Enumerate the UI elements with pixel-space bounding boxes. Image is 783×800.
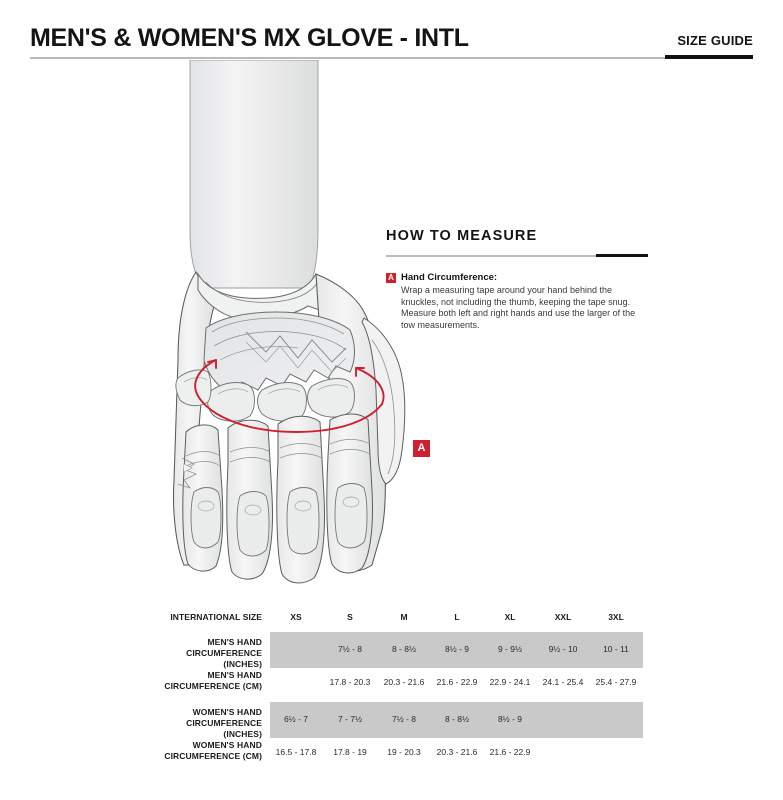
size-header-3xl: 3XL [608, 612, 624, 622]
cell-value: 25.4 - 27.9 [595, 677, 637, 687]
cell-value: 24.1 - 25.4 [542, 677, 584, 687]
cell-value: 17.8 - 20.3 [329, 677, 371, 687]
how-to-measure-body: A Hand Circumference: Wrap a measuring t… [386, 272, 648, 331]
row-label-line1: MEN'S HAND [207, 670, 262, 680]
cell-value: 21.6 - 22.9 [489, 747, 531, 757]
cell-value: 7 - 7½ [337, 714, 363, 724]
size-guide-kicker: SIZE GUIDE [677, 33, 753, 48]
row-label-line1: MEN'S HAND [207, 637, 262, 647]
row-label-line1: WOMEN'S HAND [192, 740, 262, 750]
cell-value: 8½ - 9 [444, 644, 470, 654]
row-label-line1: WOMEN'S HAND [192, 707, 262, 717]
row-label: MEN'S HAND CIRCUMFERENCE (INCHES) [160, 637, 262, 670]
cell-value: 8 - 8½ [444, 714, 470, 724]
table-row: WOMEN'S HAND CIRCUMFERENCE (CM) 16.5 - 1… [160, 610, 645, 761]
page-title: MEN'S & WOMEN'S MX GLOVE - INTL [30, 24, 469, 52]
table-header-row: INTERNATIONAL SIZE XS S M L XL XXL 3XL [160, 606, 645, 622]
size-table: INTERNATIONAL SIZE XS S M L XL XXL 3XL M… [160, 606, 645, 761]
row-label-line2: CIRCUMFERENCE (CM) [164, 751, 262, 761]
size-header-m: M [400, 612, 408, 622]
cell-value: 7½ - 8 [337, 644, 363, 654]
how-to-measure-divider [386, 254, 648, 258]
cell-value: 8 - 8½ [391, 644, 417, 654]
table-row: WOMEN'S HAND CIRCUMFERENCE (INCHES) 6½ -… [160, 609, 645, 739]
how-to-measure-section: HOW TO MEASURE A Hand Circumference: Wra… [386, 228, 648, 331]
row-label: MEN'S HAND CIRCUMFERENCE (CM) [160, 670, 262, 692]
hand-circumference-instructions: Wrap a measuring tape around your hand b… [401, 285, 636, 330]
row-label-line2: CIRCUMFERENCE (INCHES) [186, 718, 262, 739]
measurement-marker-a: A [413, 440, 430, 457]
table-row: MEN'S HAND CIRCUMFERENCE (INCHES) 7½ - 8… [160, 607, 645, 669]
hand-circumference-badge-icon: A [386, 273, 396, 283]
cell-value: 10 - 11 [603, 644, 629, 654]
row-shading [270, 702, 643, 738]
size-header-s: S [347, 612, 353, 622]
size-header-xs: XS [290, 612, 302, 622]
size-header-xl: XL [504, 612, 516, 622]
cell-value: 20.3 - 21.6 [383, 677, 425, 687]
size-guide-underline [665, 55, 753, 59]
row-label-line2: CIRCUMFERENCE (CM) [164, 681, 262, 691]
header-divider [30, 57, 753, 59]
row-label-line2: CIRCUMFERENCE (INCHES) [186, 648, 262, 669]
hand-circumference-label: Hand Circumference: [401, 272, 498, 283]
cell-value: 19 - 20.3 [387, 747, 421, 757]
cell-value: 22.9 - 24.1 [489, 677, 531, 687]
glove-illustration: A [150, 60, 450, 605]
cell-value: 7½ - 8 [391, 714, 417, 724]
row-shading [270, 632, 643, 668]
divider-thin [386, 255, 648, 257]
cell-value: 21.6 - 22.9 [436, 677, 478, 687]
cell-value: 16.5 - 17.8 [275, 747, 317, 757]
how-to-measure-title: HOW TO MEASURE [386, 228, 538, 244]
cell-value: 20.3 - 21.6 [436, 747, 478, 757]
cell-value: 17.8 - 19 [333, 747, 367, 757]
size-header-xxl: XXL [554, 612, 572, 622]
table-header-label: INTERNATIONAL SIZE [170, 612, 262, 622]
divider-thick [596, 254, 648, 257]
page-header: MEN'S & WOMEN'S MX GLOVE - INTL SIZE GUI… [0, 0, 783, 62]
row-label: WOMEN'S HAND CIRCUMFERENCE (INCHES) [160, 707, 262, 740]
cell-value: 8½ - 9 [497, 714, 523, 724]
cell-value: 9½ - 10 [548, 644, 578, 654]
cell-value: 9 - 9½ [497, 644, 523, 654]
size-header-l: L [454, 612, 460, 622]
cell-value: 6½ - 7 [283, 714, 309, 724]
table-row: MEN'S HAND CIRCUMFERENCE (CM) 17.8 - 20.… [160, 608, 645, 691]
row-label: WOMEN'S HAND CIRCUMFERENCE (CM) [160, 740, 262, 762]
